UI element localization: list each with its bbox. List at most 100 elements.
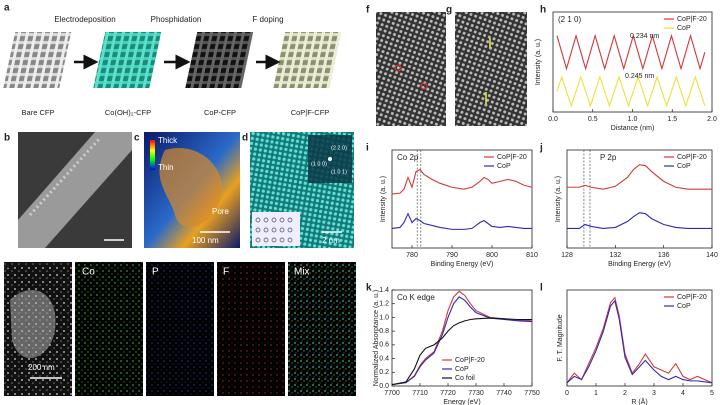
legend-label: CoP [677,303,691,310]
hrtem-image: (2 2 0) (1 0 0) (1 0 1) 2 nm [250,132,354,248]
x-axis-label: Binding Energy (eV) [431,261,494,268]
x-tick-label: 2 [623,390,627,397]
panel-letter: k [366,283,372,294]
element-label: P [152,267,159,278]
x-tick-label: 7720 [440,390,456,397]
x-tick-label: 1.0 [628,116,638,123]
image [217,262,285,396]
x-tick-label: 3 [652,390,656,397]
series-line [567,164,712,190]
image [288,262,356,396]
region [10,290,56,359]
panel-letter: e [4,263,10,274]
x-tick-label: 128 [561,252,573,259]
thickness-map: Thick Thin Pore 100 nm [144,132,240,248]
image-label: Thin [158,163,174,172]
y-axis-label: F. T. Magnitude [557,314,564,361]
series-line [391,317,532,386]
scale-label: 200 nm [28,363,55,372]
legend-label: CoP|F-20 [455,357,485,364]
series-line [566,296,713,384]
spot [328,157,332,161]
annotation: P 2p [600,153,617,162]
color-scale [150,140,155,170]
y-axis-label: Intensity (a. u.) [380,176,387,222]
material-label: CoP|F-CFP [291,108,330,117]
legend-label: CoP|F-20 [677,294,707,301]
x-tick-label: 0.5 [588,116,598,123]
legend-label: CoP [677,163,691,170]
x-tick-label: 7740 [496,390,512,397]
legend-label: Co foil [455,375,475,382]
plot-frame [391,289,533,387]
atoms [255,217,293,243]
y-tick-label: 0.4 [379,355,389,362]
x-axis-label: Binding Energy (eV) [608,261,671,268]
sem-image [18,132,132,248]
step-label: Phosphidation [151,15,202,24]
plot-frame [566,149,713,249]
x-tick-label: 790 [446,252,458,259]
plane-label: (1 0 1) [331,169,347,175]
x-tick-label: 7710 [412,390,428,397]
scale-label: 2 nm [322,236,340,245]
annotation: Co K edge [397,293,435,302]
x-axis-label: Distance (nm) [611,125,655,132]
material-label: CoP-CFP [204,108,236,117]
panel-letter: a [4,3,10,14]
defect-mark [420,82,428,90]
legend-label: CoP [497,163,511,170]
panel-letter: b [4,133,10,144]
x-tick-label: 7730 [468,390,484,397]
y-axis-label: Intensity (a. u.) [555,176,562,222]
legend-label: CoP [455,366,469,373]
x-tick-label: 140 [706,252,718,259]
legend-label: CoP|F-20 [677,154,707,161]
element-label: F [223,267,229,278]
panel-letter: c [134,133,140,144]
panel-letter: f [366,5,370,16]
legend-label: CoP [677,25,691,32]
annotation: Co 2p [397,153,419,162]
mesh-bare [3,32,72,88]
series-line [567,212,712,229]
material-label: Co(OH)₂-CFP [105,108,151,117]
mesh-cop [185,32,254,88]
defect-mark [394,64,402,72]
annotation: (2 1 0) [558,15,581,24]
x-tick-label: 5 [710,390,714,397]
y-axis-label: Intensity (a. u.) [535,39,542,85]
legend-label: CoP|F-20 [497,154,527,161]
x-tick-label: 780 [406,252,418,259]
material-label: Bare CFP [22,108,55,117]
series-line [391,168,533,195]
x-tick-label: 810 [526,252,538,259]
plot-frame [566,289,713,387]
annotation: 0.245 nm [625,73,654,80]
scale-label: 100 nm [192,236,219,245]
x-tick-label: 136 [658,252,670,259]
panel-letter: h [540,5,546,16]
plot-frame [391,149,533,249]
legend-label: CoP|F-20 [677,16,707,23]
series-line [556,75,706,108]
step-label: Electrodeposition [54,15,115,24]
x-tick-label: 1.5 [667,116,677,123]
y-tick-label: 0.0 [379,383,389,390]
element-label: Co [82,267,95,278]
x-tick-label: 0.0 [548,116,558,123]
x-tick-label: 7750 [524,390,540,397]
image [146,262,214,396]
panel-letter: g [446,5,452,16]
y-tick-label: 1.0 [379,314,389,321]
element-label: Mix [294,267,310,278]
y-tick-label: 0.6 [379,342,389,349]
y-tick-label: 0.8 [379,328,389,335]
plane-label: (1 0 0) [311,161,327,167]
eds-maps: Co P F Mix 200 nm [4,262,356,396]
mesh-copf [273,32,342,88]
panel-letter: l [540,283,543,294]
scheme: Electrodeposition Phosphidation F doping… [3,15,342,117]
image-label: Pore [212,207,229,216]
